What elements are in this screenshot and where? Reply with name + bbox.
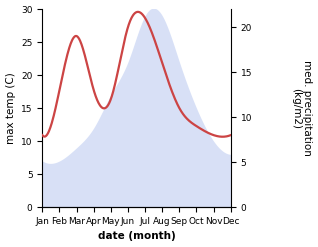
Y-axis label: max temp (C): max temp (C)	[5, 72, 16, 144]
X-axis label: date (month): date (month)	[98, 231, 176, 242]
Y-axis label: med. precipitation
(kg/m2): med. precipitation (kg/m2)	[291, 60, 313, 156]
